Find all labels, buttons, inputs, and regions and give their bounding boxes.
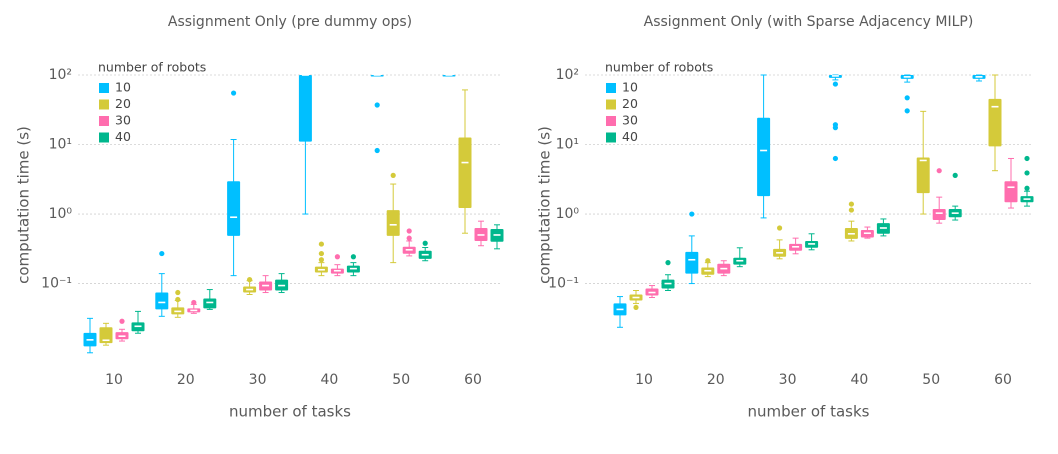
- outlier: [848, 207, 855, 213]
- legend-label: 40: [622, 129, 638, 144]
- x-tick-label: 30: [779, 372, 797, 388]
- outlier: [1024, 155, 1030, 162]
- outlier: [936, 168, 942, 174]
- outlier: [689, 211, 695, 217]
- legend-swatch: [606, 116, 616, 126]
- box: [916, 157, 930, 194]
- legend-swatch: [99, 83, 109, 93]
- box: [685, 251, 699, 274]
- outlier: [119, 318, 125, 324]
- box: [458, 137, 472, 209]
- chart-title: Assignment Only (pre dummy ops): [168, 14, 412, 30]
- legend-swatch: [99, 116, 109, 126]
- outlier: [832, 155, 839, 162]
- legend-swatch: [606, 132, 616, 143]
- box: [757, 117, 771, 197]
- outlier: [318, 241, 324, 247]
- outlier: [705, 258, 711, 264]
- outlier: [777, 225, 783, 231]
- outlier: [665, 260, 671, 266]
- outlier: [1024, 185, 1030, 191]
- x-tick-label: 50: [392, 372, 410, 388]
- outlier: [848, 201, 855, 207]
- y-tick-label: 10⁰: [49, 206, 73, 222]
- outlier: [334, 254, 340, 260]
- legend-swatch: [99, 99, 109, 110]
- x-tick-label: 20: [177, 372, 195, 388]
- outlier: [904, 95, 910, 101]
- y-tick-label: 10⁰: [556, 206, 580, 222]
- legend-label: 40: [115, 129, 131, 144]
- x-axis-label: number of tasks: [748, 403, 870, 421]
- outlier: [832, 81, 839, 87]
- box: [932, 209, 946, 221]
- outlier: [247, 277, 253, 283]
- legend-swatch: [606, 99, 616, 110]
- legend-label: 30: [115, 113, 131, 128]
- box: [1004, 181, 1018, 203]
- x-tick-label: 10: [105, 372, 123, 388]
- legend-title: number of robots: [98, 60, 206, 75]
- box: [298, 74, 312, 142]
- x-tick-label: 60: [464, 372, 482, 388]
- outlier: [422, 240, 428, 246]
- outlier: [633, 304, 639, 311]
- outlier: [952, 172, 958, 178]
- outlier: [406, 235, 412, 241]
- x-tick-label: 20: [707, 372, 725, 388]
- outlier: [350, 254, 356, 260]
- x-tick-label: 10: [635, 372, 653, 388]
- chart-title: Assignment Only (with Sparse Adjacency M…: [644, 14, 974, 30]
- legend-label: 10: [622, 80, 638, 95]
- outlier: [318, 250, 324, 257]
- y-tick-label: 10⁻¹: [41, 276, 72, 292]
- x-tick-label: 60: [994, 372, 1012, 388]
- outlier: [191, 299, 197, 306]
- outlier: [374, 147, 380, 154]
- outlier: [406, 228, 412, 234]
- outlier: [1024, 170, 1030, 176]
- y-tick-label: 10¹: [556, 137, 579, 153]
- box: [155, 292, 169, 310]
- legend-swatch: [606, 83, 616, 93]
- x-tick-label: 40: [850, 372, 868, 388]
- box: [203, 298, 217, 309]
- legend-label: 10: [115, 80, 131, 95]
- y-tick-label: 10⁻¹: [548, 276, 579, 292]
- outlier: [175, 289, 181, 296]
- y-axis-label: computation time (s): [536, 126, 554, 284]
- outlier: [374, 102, 380, 108]
- outlier: [390, 172, 396, 178]
- outlier: [904, 108, 910, 114]
- y-tick-label: 10²: [49, 67, 72, 83]
- x-tick-label: 40: [320, 372, 338, 388]
- outlier: [175, 296, 181, 303]
- outlier: [231, 90, 237, 96]
- legend-label: 30: [622, 113, 638, 128]
- legend-swatch: [99, 132, 109, 143]
- legend-title: number of robots: [605, 60, 713, 75]
- y-tick-label: 10²: [556, 67, 579, 83]
- legend-label: 20: [115, 96, 131, 111]
- outlier: [159, 250, 165, 257]
- box: [988, 98, 1002, 147]
- legend-label: 20: [622, 96, 638, 111]
- x-axis-label: number of tasks: [229, 403, 351, 421]
- y-axis-label: computation time (s): [15, 126, 33, 284]
- box: [99, 327, 113, 344]
- outlier: [832, 125, 839, 131]
- x-tick-label: 30: [249, 372, 267, 388]
- x-tick-label: 50: [922, 372, 940, 388]
- box: [386, 210, 400, 236]
- y-tick-label: 10¹: [49, 137, 72, 153]
- outlier: [318, 257, 324, 263]
- box: [227, 181, 241, 236]
